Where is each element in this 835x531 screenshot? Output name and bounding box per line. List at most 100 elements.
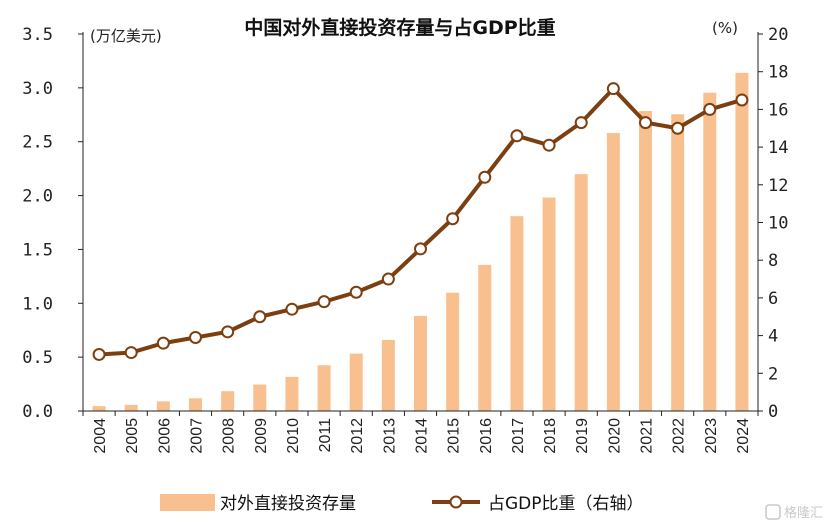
legend-swatch-marker bbox=[449, 495, 463, 509]
x-tick-label: 2006 bbox=[156, 418, 173, 454]
x-tick-label: 2013 bbox=[381, 418, 398, 454]
line-series bbox=[92, 82, 749, 361]
chart-title: 中国对外直接投资存量与占GDP比重 bbox=[244, 16, 555, 39]
line-point-2008 bbox=[221, 325, 235, 339]
x-tick-label: 2024 bbox=[735, 418, 752, 454]
left-axis-unit: (万亿美元) bbox=[90, 27, 162, 45]
line-point-2021 bbox=[639, 116, 652, 130]
left-tick-label: 0.0 bbox=[22, 402, 53, 422]
x-tick-label: 2023 bbox=[703, 418, 720, 454]
left-axis-ticks: 0.0 0.5 1.0 1.5 2.0 2.5 3.0 3.5 bbox=[22, 25, 83, 422]
bar-2005 bbox=[124, 404, 138, 411]
line-point-2024 bbox=[735, 93, 749, 107]
x-tick-label: 2022 bbox=[671, 418, 688, 454]
x-tick-label: 2004 bbox=[92, 418, 109, 454]
right-tick-label: 8 bbox=[768, 251, 778, 271]
right-tick-label: 14 bbox=[768, 138, 788, 158]
x-tick-label: 2011 bbox=[317, 418, 334, 453]
line-point-2023 bbox=[703, 102, 717, 116]
bar-2009 bbox=[253, 384, 267, 411]
bar-2015 bbox=[446, 292, 460, 411]
legend-swatch-bar bbox=[160, 494, 215, 511]
left-tick-label: 3.0 bbox=[22, 79, 53, 99]
line-point-2010 bbox=[285, 302, 299, 316]
x-tick-label: 2020 bbox=[606, 418, 623, 454]
bar-2018 bbox=[542, 197, 556, 411]
bar-2006 bbox=[156, 401, 170, 411]
line-point-2015 bbox=[446, 212, 460, 226]
left-tick-label: 1.5 bbox=[22, 240, 53, 260]
line-point-2013 bbox=[381, 272, 395, 286]
bar-2008 bbox=[221, 391, 235, 411]
right-tick-label: 12 bbox=[768, 176, 788, 196]
watermark-logo-icon bbox=[765, 504, 781, 520]
bar-series bbox=[92, 72, 749, 412]
line-point-2022 bbox=[671, 121, 685, 135]
left-tick-label: 0.5 bbox=[22, 348, 53, 368]
watermark: 格隆汇 bbox=[765, 504, 823, 521]
line-point-2004 bbox=[92, 347, 106, 361]
legend-label-bar: 对外直接投资存量 bbox=[220, 494, 356, 514]
bar-2016 bbox=[478, 264, 492, 411]
axes bbox=[82, 32, 759, 416]
bar-2004 bbox=[92, 406, 106, 411]
bar-2010 bbox=[285, 376, 299, 411]
line-point-2009 bbox=[253, 310, 267, 324]
x-tick-label: 2019 bbox=[574, 418, 591, 454]
bar-2023 bbox=[703, 92, 717, 411]
x-tick-label: 2005 bbox=[124, 418, 141, 454]
right-axis-unit: (%) bbox=[712, 19, 738, 37]
bar-2012 bbox=[349, 353, 363, 411]
line-point-2014 bbox=[414, 242, 427, 256]
line-point-2020 bbox=[606, 82, 620, 96]
right-tick-label: 10 bbox=[768, 214, 788, 234]
right-tick-label: 4 bbox=[768, 327, 778, 347]
x-tick-label: 2008 bbox=[221, 418, 238, 454]
x-tick-label: 2016 bbox=[478, 418, 495, 454]
legend: 对外直接投资存量 占GDP比重（右轴） bbox=[160, 494, 644, 514]
line-point-2018 bbox=[542, 138, 556, 152]
left-tick-label: 3.5 bbox=[22, 25, 53, 45]
line-point-2016 bbox=[478, 170, 492, 184]
x-tick-label: 2015 bbox=[446, 418, 463, 454]
x-tick-label: 2009 bbox=[253, 418, 270, 454]
left-tick-label: 2.5 bbox=[22, 133, 53, 153]
line-point-2012 bbox=[349, 285, 363, 299]
line-point-2005 bbox=[124, 346, 138, 360]
category-labels: 2004 2005 2006 2007 2008 2009 2010 2011 2012 2013… bbox=[92, 418, 752, 454]
right-axis-ticks: 0 2 4 6 8 10 12 14 16 18 20 bbox=[758, 25, 788, 422]
bar-2024 bbox=[735, 72, 749, 411]
bar-2017 bbox=[510, 216, 524, 411]
line-point-2007 bbox=[189, 330, 202, 344]
left-tick-label: 2.0 bbox=[22, 187, 53, 207]
right-tick-label: 0 bbox=[768, 402, 778, 422]
line-point-2006 bbox=[156, 336, 170, 350]
bar-2011 bbox=[317, 365, 331, 411]
bar-2007 bbox=[189, 398, 202, 411]
legend-label-line: 占GDP比重（右轴） bbox=[488, 494, 644, 514]
right-tick-label: 16 bbox=[768, 100, 788, 120]
right-tick-label: 18 bbox=[768, 63, 788, 83]
bar-2020 bbox=[606, 132, 620, 411]
x-tick-label: 2012 bbox=[349, 418, 366, 454]
right-tick-label: 6 bbox=[768, 289, 778, 309]
line-point-2017 bbox=[510, 129, 524, 143]
bar-2013 bbox=[381, 339, 395, 411]
x-tick-label: 2018 bbox=[542, 418, 559, 454]
watermark-text: 格隆汇 bbox=[784, 505, 823, 521]
right-tick-label: 2 bbox=[768, 364, 778, 384]
bar-2022 bbox=[671, 114, 685, 412]
x-tick-label: 2014 bbox=[414, 418, 431, 454]
x-tick-label: 2021 bbox=[639, 418, 656, 454]
x-tick-label: 2010 bbox=[285, 418, 302, 454]
line-point-2019 bbox=[574, 116, 588, 130]
bar-2021 bbox=[639, 111, 652, 411]
bar-2014 bbox=[414, 315, 427, 411]
left-tick-label: 1.0 bbox=[22, 294, 53, 314]
right-tick-label: 20 bbox=[768, 25, 788, 45]
x-tick-label: 2007 bbox=[189, 418, 206, 454]
line-point-2011 bbox=[317, 295, 331, 309]
bar-2019 bbox=[574, 174, 588, 411]
x-tick-label: 2017 bbox=[510, 418, 527, 454]
